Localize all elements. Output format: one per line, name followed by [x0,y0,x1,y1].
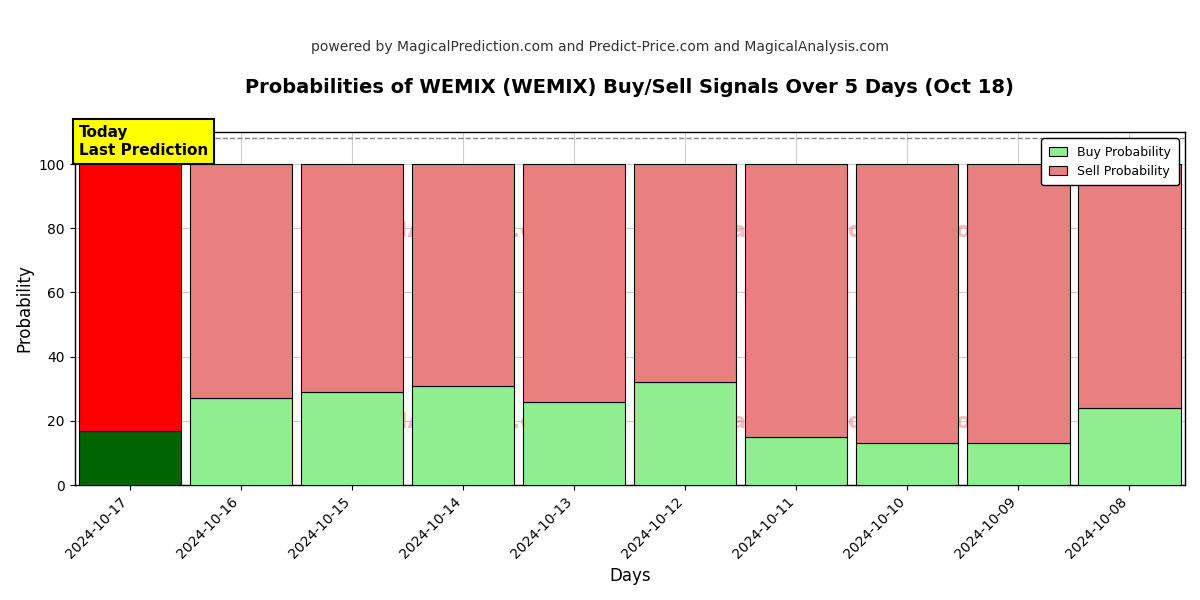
Text: MagicalAnalysis.com: MagicalAnalysis.com [311,221,571,241]
Bar [79,431,181,485]
Bar [1079,164,1181,408]
Text: powered by MagicalPrediction.com and Predict-Price.com and MagicalAnalysis.com: powered by MagicalPrediction.com and Pre… [311,40,889,54]
Bar [857,164,959,443]
Legend: Buy Probability, Sell Probability: Buy Probability, Sell Probability [1042,138,1178,185]
Bar [857,443,959,485]
Bar [79,164,181,431]
Bar [745,437,847,485]
Bar [745,164,847,437]
Bar [635,382,737,485]
X-axis label: Days: Days [610,567,650,585]
Title: Probabilities of WEMIX (WEMIX) Buy/Sell Signals Over 5 Days (Oct 18): Probabilities of WEMIX (WEMIX) Buy/Sell … [245,78,1014,97]
Bar [967,164,1069,443]
Text: MagicalPrediction.com: MagicalPrediction.com [709,412,995,431]
Bar [967,443,1069,485]
Bar [190,398,293,485]
Bar [301,392,403,485]
Bar [412,164,515,386]
Bar [1079,408,1181,485]
Text: MagicalPrediction.com: MagicalPrediction.com [709,221,995,241]
Bar [301,164,403,392]
Y-axis label: Probability: Probability [16,265,34,352]
Text: MagicalAnalysis.com: MagicalAnalysis.com [311,412,571,431]
Bar [412,386,515,485]
Bar [190,164,293,398]
Bar [635,164,737,382]
Text: Today
Last Prediction: Today Last Prediction [79,125,209,158]
Bar [523,401,625,485]
Bar [523,164,625,401]
